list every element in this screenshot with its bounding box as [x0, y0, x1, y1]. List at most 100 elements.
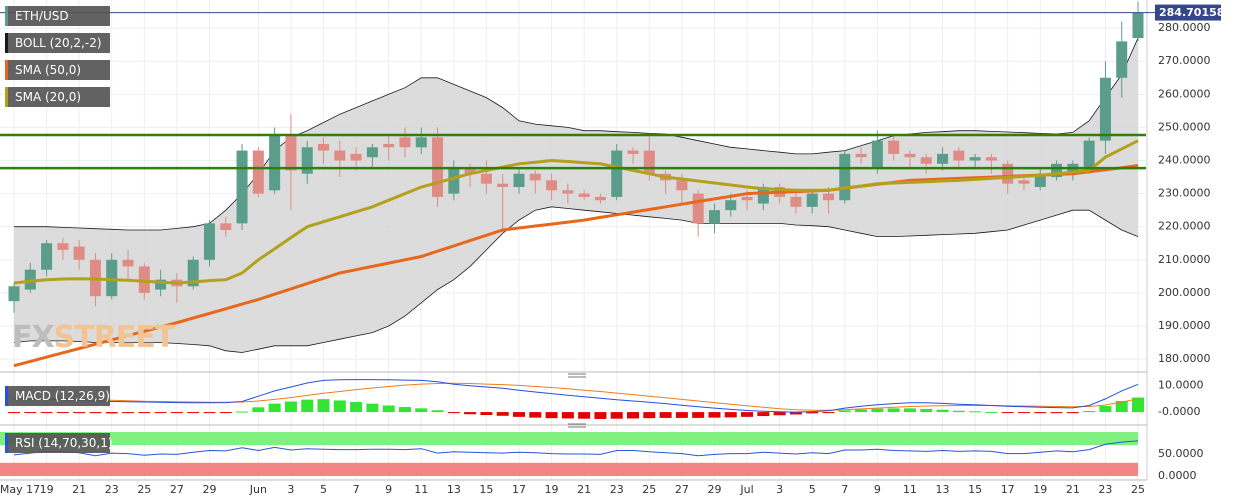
- macd-histogram-bar: [561, 412, 574, 419]
- candle-body: [871, 140, 883, 168]
- candle-body: [708, 210, 720, 224]
- candle-body: [937, 153, 949, 164]
- watermark-fx: FX: [12, 320, 54, 355]
- macd-histogram-bar: [219, 412, 232, 414]
- bollinger-lower: [13, 206, 1139, 353]
- candle-body: [285, 134, 297, 171]
- x-tick-label: 15: [479, 483, 493, 496]
- macd-histogram-bar: [252, 407, 265, 413]
- candle-body: [1002, 163, 1014, 184]
- sma-line: [13, 164, 1139, 368]
- candle-body: [203, 223, 215, 260]
- candle-body: [464, 167, 476, 174]
- macd-histogram-bar: [578, 412, 591, 419]
- macd-histogram-bar: [1034, 412, 1047, 414]
- candle-body: [497, 183, 509, 187]
- y-tick-label: 270.0000: [1158, 54, 1211, 67]
- macd-histogram-bar: [1132, 397, 1145, 413]
- legend-box: [5, 33, 110, 53]
- x-tick-label: 11: [903, 483, 917, 496]
- macd-histogram-bar: [187, 412, 200, 414]
- x-tick-label: 19: [1033, 483, 1047, 496]
- macd-histogram-bar: [203, 412, 216, 414]
- x-tick-label: 19: [40, 483, 54, 496]
- legend-box: [5, 87, 110, 107]
- y-tick-label: 50.0000: [1158, 447, 1204, 460]
- candle-body: [546, 180, 558, 191]
- candle-body: [334, 150, 346, 161]
- macd-histogram-bar: [643, 412, 656, 419]
- legend-box: [5, 60, 110, 80]
- macd-histogram-bar: [1050, 412, 1063, 414]
- candle-body: [969, 157, 981, 161]
- resize-handle[interactable]: [568, 423, 586, 428]
- y-tick-label: 210.0000: [1158, 253, 1211, 266]
- macd-histogram-bar: [936, 409, 949, 413]
- x-tick-label: Jul: [739, 483, 753, 496]
- macd-histogram-bar: [122, 412, 135, 414]
- macd-histogram-bar: [8, 412, 20, 414]
- x-tick-label: 7: [841, 483, 848, 496]
- x-tick-label: 13: [447, 483, 461, 496]
- y-tick-label: 230.0000: [1158, 187, 1211, 200]
- macd-histogram-bar: [838, 410, 851, 413]
- macd-histogram-bar: [529, 412, 542, 418]
- x-tick-label: 17: [512, 483, 526, 496]
- candle-body: [318, 143, 330, 151]
- candle-body: [839, 153, 851, 201]
- macd-histogram-bar: [1099, 406, 1112, 413]
- x-tick-label: 5: [809, 483, 816, 496]
- candle-body: [415, 137, 427, 148]
- macd-histogram-bar: [105, 412, 118, 414]
- x-tick-label: 23: [105, 483, 119, 496]
- macd-histogram-bar: [806, 412, 819, 414]
- candle-body: [252, 150, 264, 194]
- candle-body: [73, 246, 85, 260]
- candle-body: [692, 193, 704, 224]
- legend-box: [5, 433, 110, 453]
- x-tick-label: 25: [137, 483, 151, 496]
- sma-line: [13, 139, 1139, 285]
- macd-histogram-bar: [268, 403, 281, 413]
- macd-histogram-bar: [920, 408, 933, 413]
- candle-body: [1132, 12, 1144, 39]
- macd-histogram-bar: [350, 402, 363, 413]
- legend-swatch: [5, 33, 8, 53]
- watermark: FXSTREET: [12, 320, 177, 355]
- macd-histogram-bar: [1115, 400, 1128, 413]
- macd-histogram-bar: [24, 412, 37, 414]
- resize-handle[interactable]: [568, 373, 586, 378]
- legend-label: ETH/USD: [15, 9, 69, 23]
- candle-body: [1099, 77, 1111, 141]
- candle-body: [757, 186, 769, 204]
- y-tick-label: 260.0000: [1158, 87, 1211, 100]
- y-tick-label: 220.0000: [1158, 220, 1211, 233]
- macd-histogram-bar: [170, 412, 183, 414]
- candle-body: [725, 200, 737, 211]
- legend-swatch: [5, 433, 8, 453]
- legend-label: SMA (50,0): [15, 63, 81, 77]
- legend-label: SMA (20,0): [15, 90, 81, 104]
- macd-histogram-bar: [317, 399, 330, 413]
- y-tick-label: 200.0000: [1158, 286, 1211, 299]
- legend-swatch: [5, 6, 8, 26]
- candle-body: [627, 150, 639, 154]
- macd-histogram-bar: [480, 412, 493, 415]
- y-tick-label: 190.0000: [1158, 319, 1211, 332]
- macd-histogram-bar: [382, 405, 395, 413]
- y-tick-label: 0.0000: [1158, 469, 1197, 482]
- bollinger-fill: [14, 38, 1138, 353]
- x-tick-label: 23: [610, 483, 624, 496]
- candle-body: [220, 223, 232, 231]
- legend-label: MACD (12,26,9): [15, 389, 110, 403]
- macd-histogram-bar: [871, 408, 884, 413]
- candle-body: [301, 147, 313, 174]
- macd-histogram-bar: [887, 408, 900, 413]
- y-tick-label: 250.0000: [1158, 120, 1211, 133]
- macd-histogram-bar: [985, 412, 998, 414]
- macd-histogram-bar: [301, 399, 314, 413]
- candle-body: [806, 193, 818, 207]
- macd-histogram-bar: [89, 412, 102, 414]
- overbought-band: [0, 432, 1138, 446]
- macd-histogram-bar: [675, 412, 688, 418]
